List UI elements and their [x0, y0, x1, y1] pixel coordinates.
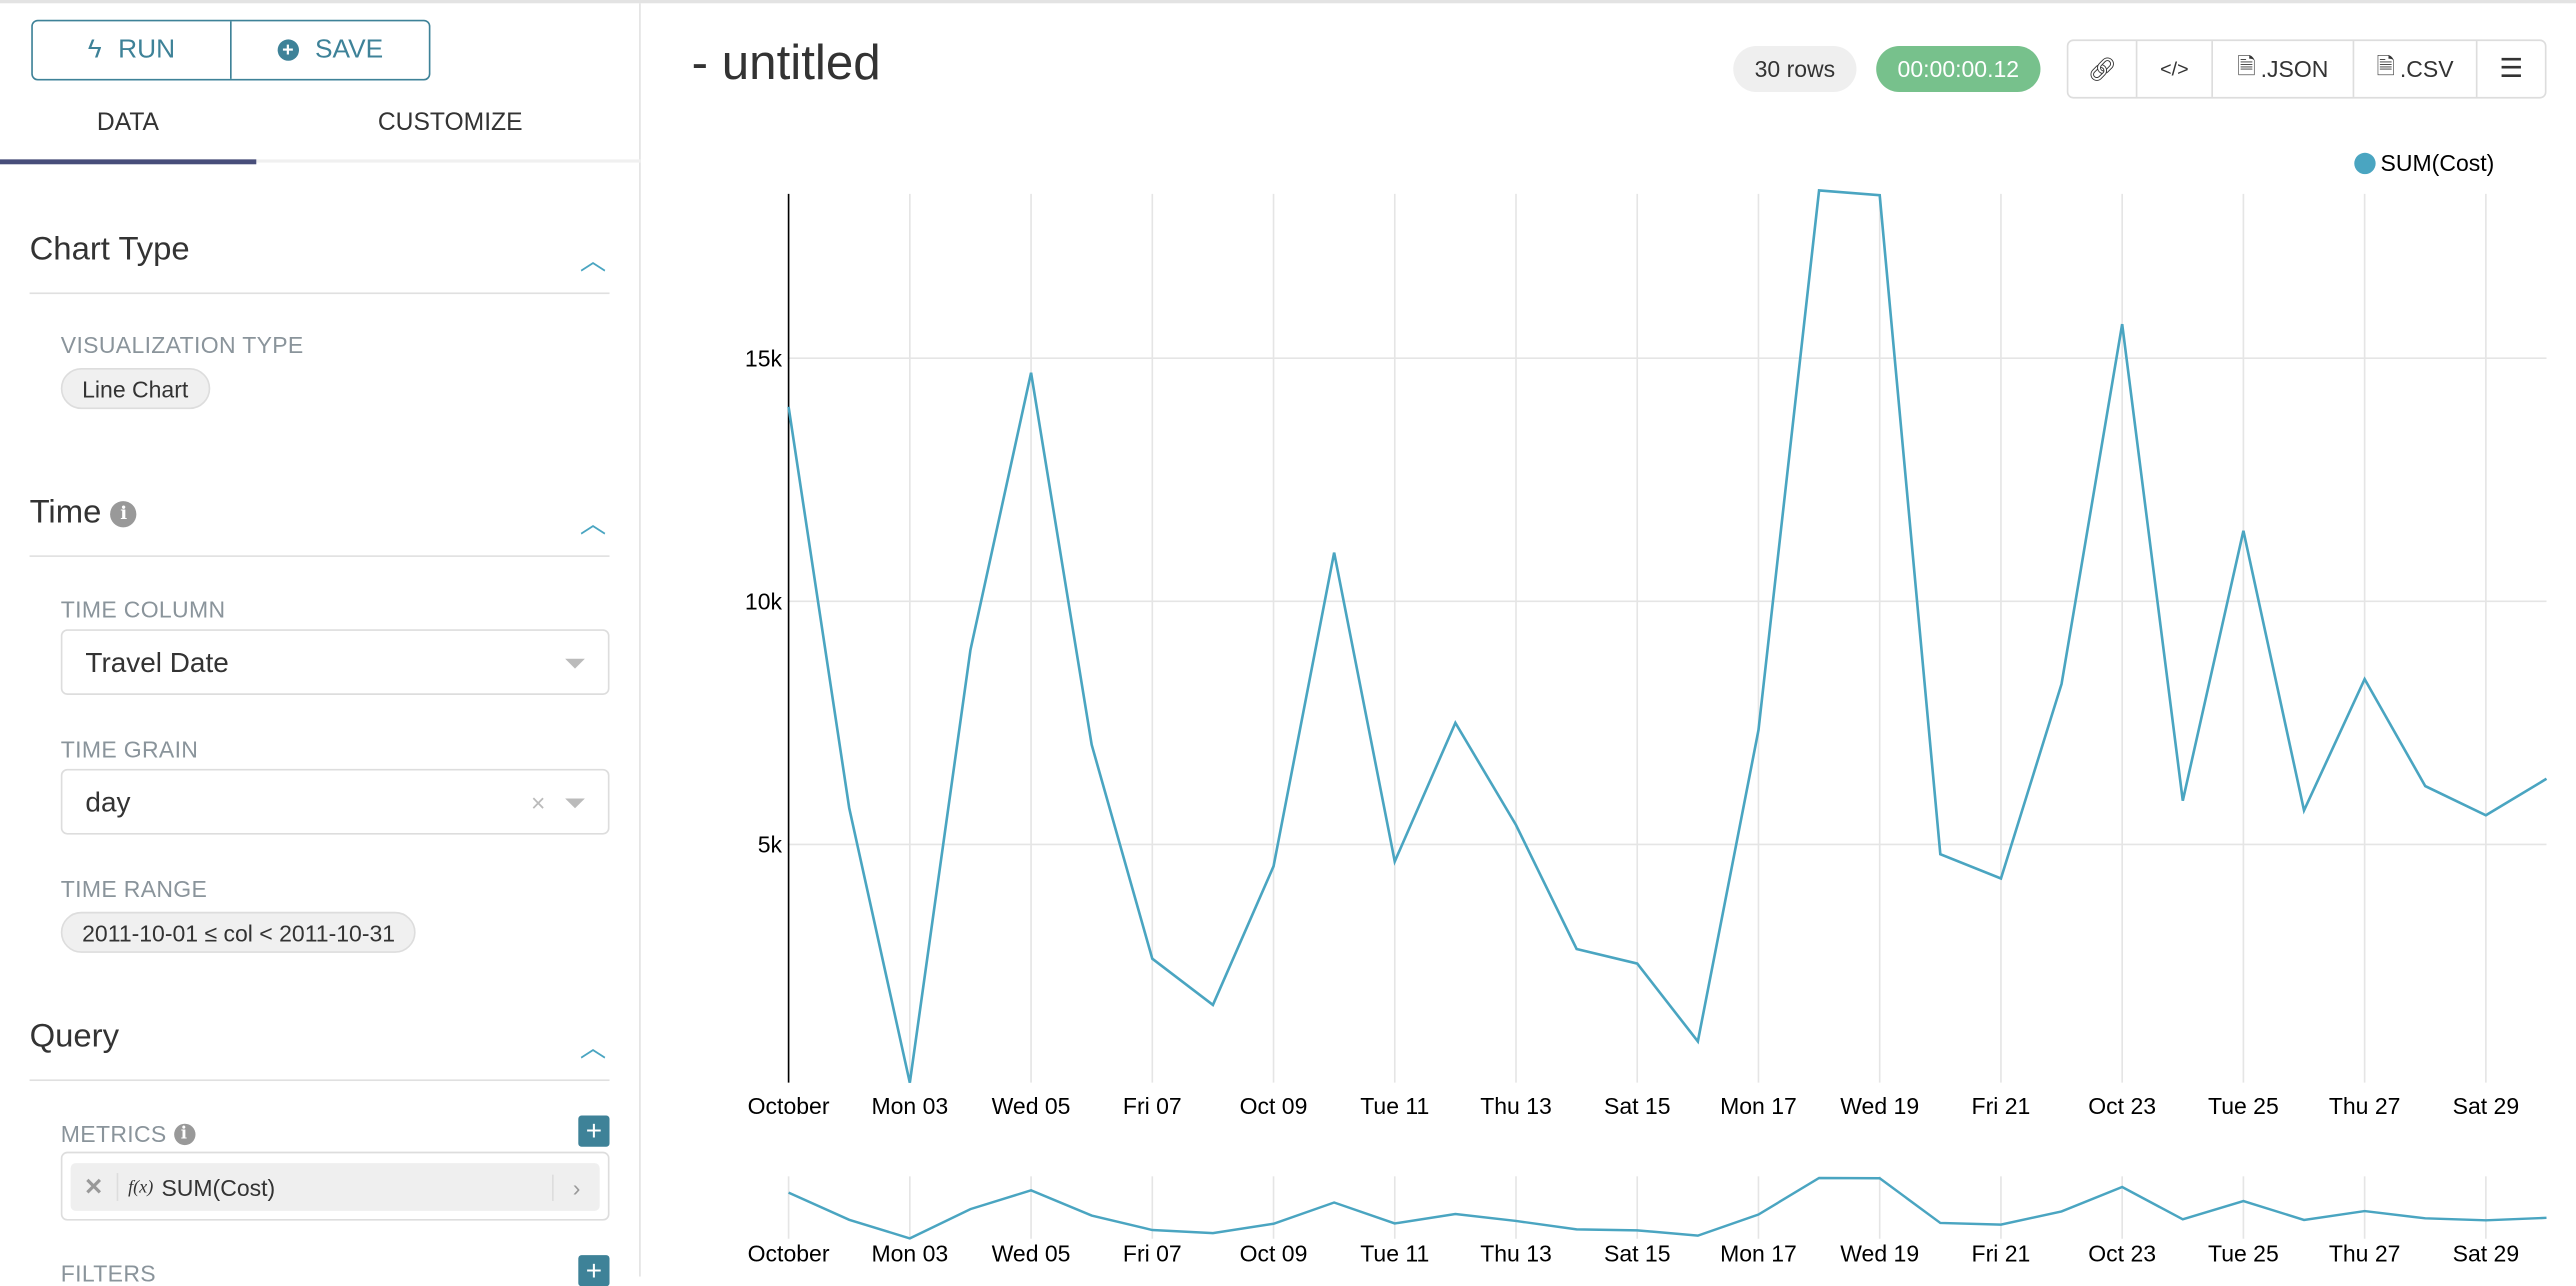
query-timer-badge: 00:00:00.12 [1876, 46, 2041, 93]
x-tick-label: Tue 11 [1360, 1093, 1429, 1119]
clear-icon[interactable]: × [531, 790, 546, 819]
mini-x-tick-label: Mon 03 [871, 1241, 948, 1267]
run-save-group: ϟ RUN + SAVE [31, 19, 431, 81]
metrics-box: ✕ f(x) SUM(Cost) › [60, 1151, 610, 1221]
x-tick-label: Thu 13 [1480, 1093, 1552, 1119]
remove-metric-icon[interactable]: ✕ [71, 1173, 119, 1201]
mini-x-tick-label: Oct 09 [1240, 1241, 1308, 1267]
y-tick-label: 5k [758, 832, 783, 858]
info-icon[interactable]: i [173, 1123, 195, 1146]
export-csv-button[interactable]: 🗎 .CSV [2354, 41, 2478, 97]
x-tick-label: Oct 09 [1240, 1093, 1308, 1119]
chevron-up-icon[interactable]: ︿ [579, 1035, 607, 1063]
legend-dot [2354, 151, 2376, 174]
mini-x-tick-label: Sat 15 [1604, 1241, 1671, 1267]
x-tick-label: October [748, 1093, 830, 1119]
file-code-icon: 🗎 [2237, 52, 2256, 79]
fx-icon: f(x) [128, 1177, 154, 1197]
file-text-icon: 🗎 [2376, 52, 2395, 79]
range-selector-line [788, 1176, 2547, 1240]
viz-type-pill[interactable]: Line Chart [60, 368, 210, 410]
run-button[interactable]: ϟ RUN [33, 21, 232, 79]
x-tick-label: Fri 07 [1123, 1093, 1182, 1119]
chevron-up-icon[interactable]: ︿ [579, 510, 607, 539]
section-chart-type[interactable]: Chart Type ︿ [29, 232, 610, 295]
line-chart: October October Mon 03 Mon 03 Wed 05 Wed 05 Fr… [745, 188, 2548, 1267]
time-column-label: TIME COLUMN [60, 596, 226, 623]
code-icon: </> [2160, 57, 2189, 81]
metric-tag[interactable]: ✕ f(x) SUM(Cost) › [70, 1163, 600, 1211]
save-button[interactable]: + SAVE [232, 21, 429, 79]
chevron-up-icon[interactable]: ︿ [579, 248, 607, 277]
section-time[interactable]: Time i ︿ [29, 495, 610, 557]
mini-x-tick-label: Fri 21 [1972, 1241, 2031, 1267]
x-tick-label: Tue 25 [2208, 1093, 2279, 1119]
x-tick-label: Thu 27 [2329, 1093, 2401, 1119]
x-tick-label: Mon 03 [871, 1093, 948, 1119]
menu-button[interactable]: ☰ [2477, 41, 2544, 97]
mini-x-tick-label: Thu 13 [1480, 1241, 1552, 1267]
x-tick-label: Wed 05 [992, 1093, 1071, 1119]
x-tick-label: Sat 29 [2453, 1093, 2520, 1119]
export-toolbar: 🔗︎ </> 🗎 .JSON 🗎 .CSV ☰ [2066, 39, 2547, 99]
mini-x-tick-label: Wed 19 [1840, 1241, 1919, 1267]
legend-item[interactable]: SUM(Cost) [2354, 150, 2494, 176]
time-range-label: TIME RANGE [60, 875, 208, 902]
link-button[interactable]: 🔗︎ [2068, 41, 2138, 97]
mini-x-tick-label: Tue 11 [1360, 1241, 1429, 1267]
y-tick-label: 15k [745, 345, 783, 371]
y-tick-label: 10k [745, 589, 783, 615]
x-tick-label: Fri 21 [1972, 1093, 2031, 1119]
control-panel: ϟ RUN + SAVE DATA CUSTOMIZE Chart Type ︿ VI… [0, 3, 641, 1286]
tab-data[interactable]: DATA [96, 108, 160, 137]
mini-x-tick-label: Tue 25 [2208, 1241, 2279, 1267]
time-column-select[interactable]: Travel Date [60, 629, 610, 695]
x-tick-label: Wed 19 [1840, 1093, 1919, 1119]
time-grain-select[interactable]: day × [60, 768, 610, 835]
export-json-button[interactable]: 🗎 .JSON [2213, 41, 2355, 97]
metrics-label: METRICS i [61, 1120, 195, 1147]
embed-button[interactable]: </> [2137, 41, 2213, 97]
mini-x-tick-label: Oct 23 [2088, 1241, 2156, 1267]
link-icon: 🔗︎ [2087, 55, 2117, 82]
mini-x-tick-label: Thu 27 [2329, 1241, 2401, 1267]
bolt-icon: ϟ [87, 35, 102, 64]
tab-customize[interactable]: CUSTOMIZE [377, 108, 523, 137]
add-metric-button[interactable]: + [578, 1115, 610, 1147]
hamburger-icon: ☰ [2499, 55, 2523, 84]
row-count-badge: 30 rows [1733, 46, 1857, 93]
section-query[interactable]: Query ︿ [29, 1019, 610, 1082]
info-icon[interactable]: i [110, 501, 137, 528]
x-tick-label: Oct 23 [2088, 1093, 2156, 1119]
plus-circle-icon: + [277, 39, 299, 61]
x-tick-label: Sat 15 [1604, 1093, 1671, 1119]
tab-divider [0, 159, 641, 163]
chevron-right-icon[interactable]: › [552, 1173, 600, 1201]
chart-title[interactable]: - untitled [691, 36, 881, 91]
time-grain-label: TIME GRAIN [60, 736, 199, 763]
active-tab-indicator [0, 159, 257, 165]
caret-down-icon [565, 658, 585, 669]
x-tick-label: Mon 17 [1720, 1093, 1797, 1119]
mini-x-tick-label: Wed 05 [992, 1241, 1071, 1267]
caret-down-icon [565, 798, 585, 809]
mini-x-tick-label: October [748, 1241, 830, 1267]
series-line-sum-cost [787, 188, 2548, 1084]
mini-x-tick-label: Mon 17 [1720, 1241, 1797, 1267]
viz-type-label: VISUALIZATION TYPE [60, 331, 304, 359]
mini-x-tick-label: Fri 07 [1123, 1241, 1182, 1267]
mini-x-tick-label: Sat 29 [2453, 1241, 2520, 1267]
time-range-pill[interactable]: 2011-10-01 ≤ col < 2011-10-31 [60, 911, 417, 953]
